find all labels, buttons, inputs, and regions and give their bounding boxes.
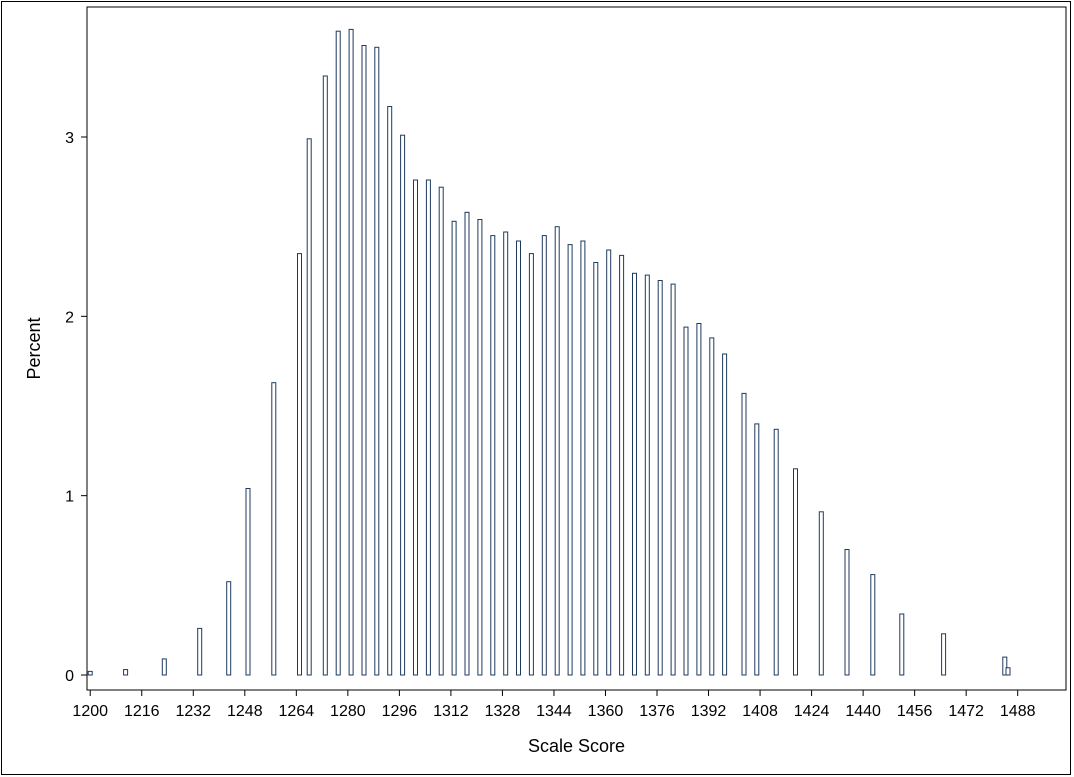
y-tick-label: 1 [65,489,74,506]
bar [348,28,354,676]
x-tick-label: 1424 [794,703,830,720]
bar [619,254,625,676]
bar [722,353,728,676]
x-tick-label: 1232 [175,703,211,720]
bar [161,658,167,676]
x-tick-label: 1360 [588,703,624,720]
y-tick-label: 3 [65,130,74,147]
bar [306,138,312,676]
bar [941,633,947,676]
bar [657,280,663,676]
bar [541,235,547,676]
bar [632,272,637,676]
bar [754,423,760,676]
x-axis-title: Scale Score [528,736,625,756]
bar [683,326,689,676]
bar [870,574,876,676]
bar [361,45,367,676]
x-tick-label: 1408 [742,703,778,720]
bar [818,511,824,676]
x-tick-label: 1440 [845,703,881,720]
bar [741,392,747,676]
y-tick-label: 2 [65,309,74,326]
y-tick-label: 0 [65,668,74,685]
x-tick-label: 1456 [897,703,933,720]
x-tick-label: 1344 [536,703,572,720]
bar [245,488,251,676]
bar [413,179,418,676]
bar [593,262,599,676]
bars-group [87,28,1011,676]
bar [197,627,203,676]
bar [322,75,328,676]
bar [670,283,676,676]
bar [709,337,715,676]
x-tick-label: 1280 [330,703,366,720]
bar [387,106,393,676]
bar [606,249,612,676]
bar [374,46,380,676]
bar [451,220,457,676]
x-axis: 1200 1216 1232 1248 1264 1280 1296 1312 1328 1344… [72,690,1036,720]
bar [464,211,470,676]
bar [1005,667,1011,676]
bar [580,240,586,676]
bar [844,549,850,676]
x-tick-label: 1392 [691,703,727,720]
bar [567,244,573,676]
y-axis: 0 1 2 3 [65,130,87,685]
bar [773,428,779,676]
x-tick-label: 1264 [279,703,315,720]
bar [425,179,431,676]
bar [271,382,277,676]
bar [793,468,798,676]
x-tick-label: 1216 [124,703,160,720]
x-tick-label: 1376 [639,703,675,720]
plot-area [86,6,1067,691]
bar [335,30,341,676]
bar [87,670,93,676]
x-tick-label: 1312 [433,703,469,720]
bar [438,186,444,676]
bar [477,219,483,676]
x-tick-label: 1248 [227,703,263,720]
bar [1002,656,1008,676]
x-tick-label: 1472 [948,703,984,720]
x-tick-label: 1488 [1000,703,1036,720]
bar [696,323,702,676]
bar [516,240,521,676]
bar [400,134,406,676]
bar [899,613,905,676]
x-tick-label: 1200 [72,703,108,720]
bar [297,253,302,676]
bar [644,274,650,676]
y-axis-title: Percent [24,317,44,379]
bar [503,231,509,676]
bar [554,226,560,676]
x-tick-label: 1296 [382,703,418,720]
x-tick-label: 1328 [485,703,521,720]
bar [123,669,129,676]
bar [528,253,534,676]
bar [226,581,232,676]
bar [490,235,496,676]
